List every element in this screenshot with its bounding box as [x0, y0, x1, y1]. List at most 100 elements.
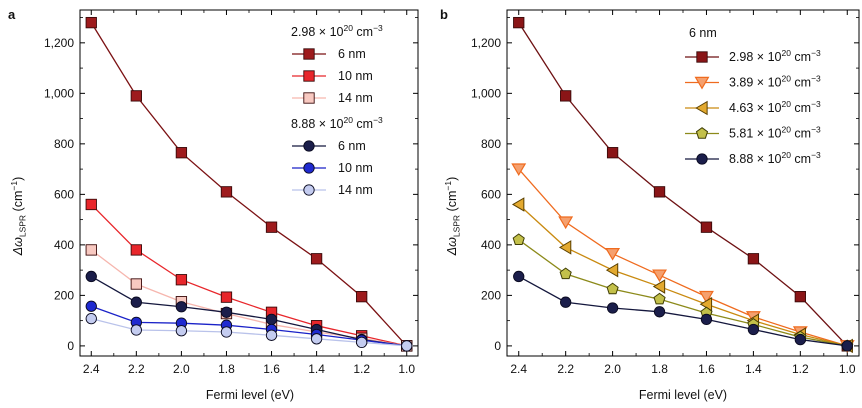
data-point [841, 340, 853, 352]
legend-entry-0: 2.98 × 1020 cm−3 [685, 48, 821, 64]
x-tick-label: 2.0 [604, 362, 621, 376]
y-axis-label: ΔωLSPR (cm−1) [9, 177, 28, 257]
legend-marker [695, 100, 708, 116]
y-tick-label: 1,000 [44, 86, 74, 100]
legend-label: 4.63 × 1020 cm−3 [729, 99, 821, 115]
x-tick-label: 2.2 [128, 362, 145, 376]
data-point [747, 253, 760, 265]
data-point [511, 197, 525, 212]
data-point [130, 244, 142, 256]
data-point [85, 16, 97, 29]
data-point [130, 296, 142, 308]
data-point [606, 147, 619, 159]
data-point [794, 290, 806, 303]
data-point [560, 296, 572, 308]
legend-entry-3: 5.81 × 1020 cm−3 [685, 125, 821, 141]
legend-entry-4: 8.88 × 1020 cm−3 [685, 150, 821, 166]
y-tick-label: 1,200 [471, 36, 501, 50]
y-tick-label: 200 [481, 288, 501, 302]
data-point [513, 16, 525, 29]
series-5 [85, 312, 413, 352]
data-point [401, 340, 413, 352]
data-point [606, 282, 619, 295]
data-point [175, 301, 188, 313]
data-point [605, 247, 621, 261]
data-point [511, 163, 527, 177]
series-0 [513, 16, 853, 352]
legend-title: 6 nm [689, 26, 717, 40]
data-point [220, 291, 233, 303]
legend-marker [696, 153, 708, 165]
data-point [310, 253, 323, 265]
legend-group-1: 8.88 × 1020 cm−3 6 nm 10 nm 14 nm [291, 115, 383, 197]
legend-marker [695, 127, 709, 139]
y-tick-label: 800 [54, 137, 74, 151]
data-point [130, 324, 142, 336]
data-point [605, 262, 619, 278]
data-point [559, 267, 572, 280]
x-tick-label: 2.0 [173, 362, 190, 376]
legend-label: 3.89 × 1020 cm−3 [729, 74, 821, 90]
legend-marker [303, 184, 315, 196]
panel-b: 2.4 2.2 2.0 1.8 1.6 1.4 1.2 1.0 0 200 400 600 800 1,0… [440, 7, 860, 402]
data-point [220, 326, 233, 338]
data-point [265, 329, 278, 341]
legend-marker [303, 162, 315, 174]
series-line [90, 22, 408, 347]
data-point [560, 90, 572, 102]
x-tick-label: 2.4 [510, 362, 527, 376]
series-4 [513, 270, 853, 352]
series-line [90, 204, 407, 347]
data-point [652, 269, 667, 283]
legend-label: 14 nm [338, 183, 373, 197]
x-tick-label: 1.2 [353, 362, 370, 376]
data-point [85, 300, 97, 312]
x-tick-label: 1.0 [839, 362, 856, 376]
y-tick-label: 1,200 [44, 36, 74, 50]
series-line [91, 305, 407, 347]
y-tick-label: 600 [481, 187, 501, 201]
data-point [85, 312, 97, 325]
y-tick-label: 200 [54, 288, 74, 302]
data-point [356, 290, 368, 303]
data-point [558, 216, 574, 230]
data-point [606, 302, 619, 314]
legend-marker [696, 51, 708, 63]
data-point [747, 323, 760, 336]
legend-label: 5.81 × 1020 cm−3 [729, 125, 821, 141]
data-point [175, 274, 188, 286]
data-point [265, 313, 278, 326]
data-point [652, 279, 666, 294]
data-point [356, 336, 368, 349]
legend-group-0: 2.98 × 1020 cm−3 6 nm 10 nm 14 nm [291, 23, 383, 105]
series-1 [511, 163, 855, 353]
y-axis-label: ΔωLSPR (cm−1) [443, 177, 462, 257]
x-tick-label: 2.4 [83, 362, 100, 376]
legend-marker [303, 140, 315, 152]
data-point [653, 292, 666, 305]
legend-label: 6 nm [338, 139, 366, 153]
x-tick-label: 1.6 [263, 362, 280, 376]
legend-label: 10 nm [338, 161, 373, 175]
series-line [518, 203, 848, 347]
series-line [518, 168, 848, 347]
y-tick-label: 400 [481, 238, 501, 252]
x-axis-label: Fermi level (eV) [206, 388, 294, 402]
legend-marker [694, 76, 710, 90]
legend-entry-2: 4.63 × 1020 cm−3 [685, 99, 821, 116]
data-point [794, 333, 806, 346]
legend-label: 2.98 × 1020 cm−3 [729, 48, 821, 64]
series-line [518, 275, 848, 347]
data-point [220, 186, 233, 198]
data-point [700, 221, 713, 233]
data-point [130, 90, 142, 102]
data-point [513, 270, 525, 283]
panel-a: 2.4 2.2 2.0 1.8 1.6 1.4 1.2 1.0 0 200 400 600 800 1,0… [8, 7, 419, 402]
data-point [310, 333, 323, 345]
x-axis-label: Fermi level (eV) [639, 388, 727, 402]
data-point [220, 306, 233, 318]
data-point [653, 306, 666, 318]
data-point [512, 233, 525, 246]
x-tick-label: 1.4 [308, 362, 325, 376]
